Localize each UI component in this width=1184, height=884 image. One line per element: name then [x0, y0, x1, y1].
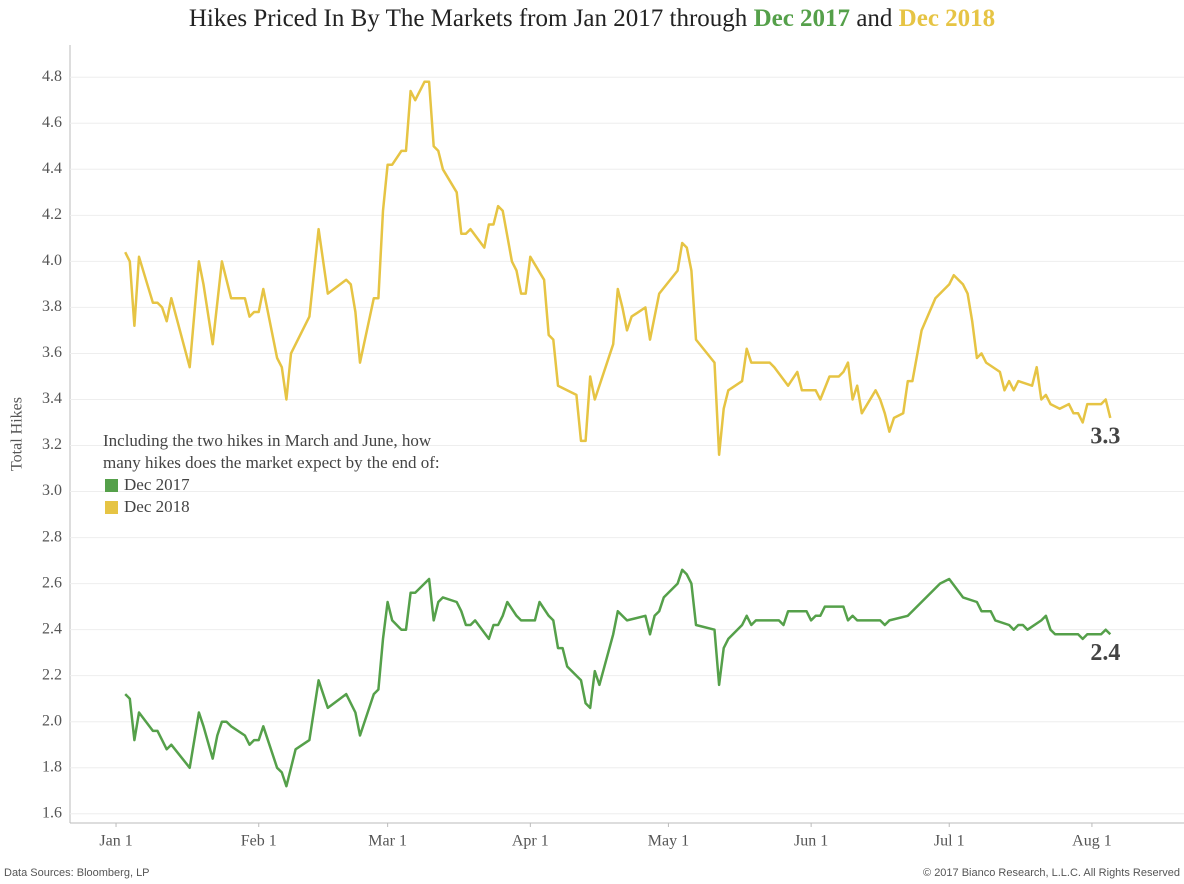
y-tick-label: 4.8	[42, 68, 62, 85]
annotation: many hikes does the market expect by the…	[103, 453, 440, 472]
x-tick-label: Jun 1	[794, 833, 828, 850]
annotation: Including the two hikes in March and Jun…	[103, 431, 432, 450]
x-tick-label: May 1	[648, 833, 689, 850]
y-tick-label: 3.4	[42, 390, 62, 407]
chart-title: Hikes Priced In By The Markets from Jan …	[189, 5, 995, 32]
x-tick-label: Aug 1	[1072, 833, 1112, 850]
y-tick-label: 1.6	[42, 804, 62, 821]
series-line	[124, 80, 1112, 456]
y-tick-label: 2.2	[42, 666, 62, 683]
y-tick-label: 4.4	[42, 160, 62, 177]
source: Data Sources: Bloomberg, LP	[4, 867, 150, 879]
end-label: 3.3	[1090, 423, 1120, 449]
end-label: 2.4	[1090, 640, 1120, 666]
x-tick-label: Jul 1	[934, 833, 965, 850]
legend-label: Dec 2018	[124, 497, 190, 516]
y-tick-label: 3.6	[42, 344, 62, 361]
y-tick-label: 2.4	[42, 620, 62, 637]
y-tick-label: 2.8	[42, 528, 62, 545]
y-tick-label: 3.0	[42, 482, 62, 499]
series-line	[124, 568, 1112, 788]
y-tick-label: 3.2	[42, 436, 62, 453]
y-tick-label: 4.0	[42, 252, 62, 269]
y-tick-label: 2.6	[42, 574, 62, 591]
y-tick-label: 3.8	[42, 298, 62, 315]
y-tick-label: 1.8	[42, 758, 62, 775]
x-tick-label: Feb 1	[241, 833, 277, 850]
x-tick-label: Mar 1	[368, 833, 407, 850]
x-tick-label: Jan 1	[99, 833, 132, 850]
copyright: © 2017 Bianco Research, L.L.C. All Right…	[923, 867, 1180, 879]
y-tick-label: 4.2	[42, 206, 62, 223]
y-tick-label: 4.6	[42, 114, 62, 131]
legend-label: Dec 2017	[124, 475, 190, 494]
legend-swatch	[105, 479, 118, 492]
y-tick-label: 2.0	[42, 712, 62, 729]
legend-swatch	[105, 501, 118, 514]
x-tick-label: Apr 1	[512, 833, 549, 850]
y-axis-label: Total Hikes	[9, 397, 26, 471]
